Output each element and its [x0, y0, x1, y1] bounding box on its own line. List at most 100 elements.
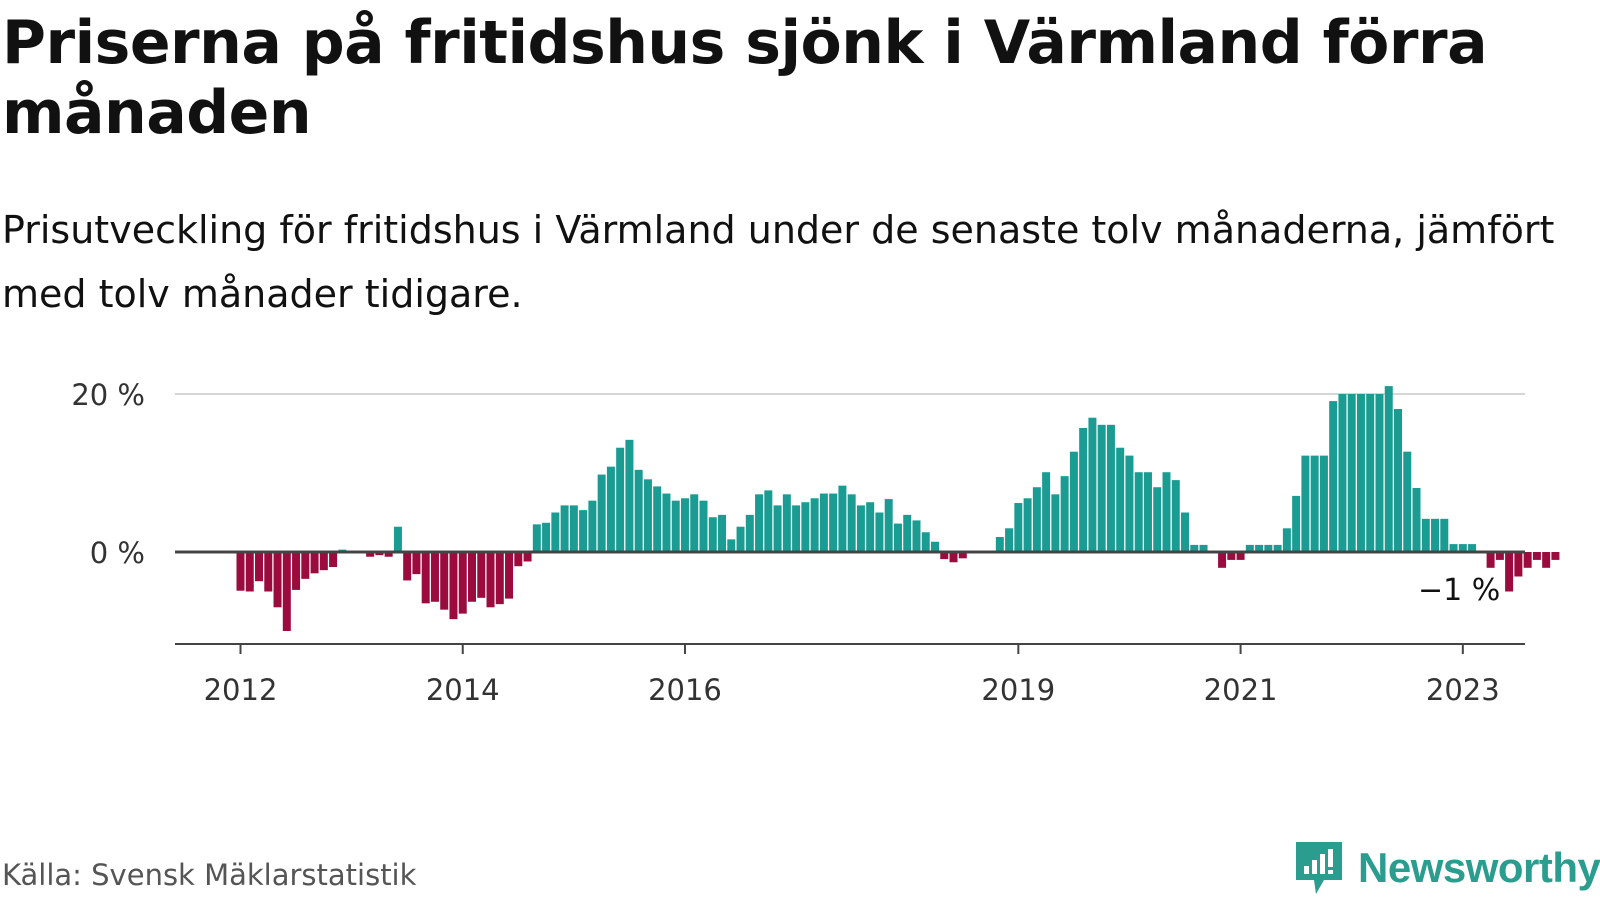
bar[interactable]: 2015-01: 5.9 % [569, 505, 578, 552]
bar[interactable]: 2015-02: 5.3 % [579, 510, 588, 552]
bar[interactable]: 2014-09: 3.5 % [532, 524, 541, 552]
bar[interactable]: 2019-08: 15.7 % [1079, 427, 1088, 552]
bar[interactable]: 2021-11: 19.1 % [1329, 401, 1338, 552]
bar[interactable]: 2021-04: 0.9 % [1264, 544, 1273, 552]
bar[interactable]: 2022-07: 12.7 % [1403, 451, 1412, 552]
bar[interactable]: 2014-05: -6.6 % [495, 552, 504, 605]
bar[interactable]: 2019-09: 17 % [1088, 417, 1097, 552]
bar[interactable]: 2014-10: 3.7 % [542, 522, 551, 552]
bar[interactable]: 2016-01: 6.8 % [680, 498, 689, 552]
bar[interactable]: 2016-07: 3.2 % [736, 526, 745, 552]
bar[interactable]: 2017-04: 7.4 % [819, 493, 828, 552]
bar[interactable]: 2022-08: 8.1 % [1412, 488, 1421, 552]
bar[interactable]: 2016-10: 7.8 % [764, 490, 773, 552]
bar[interactable]: 2014-12: 5.9 % [560, 505, 569, 552]
bar[interactable]: 2019-02: 6.8 % [1023, 498, 1032, 552]
bar[interactable]: 2019-12: 13.2 % [1116, 447, 1125, 552]
bar[interactable]: 2021-10: 12.2 % [1319, 455, 1328, 552]
bar[interactable]: 2013-08: -2.8 % [412, 552, 421, 575]
bar[interactable]: 2012-08: -3.4 % [301, 552, 310, 579]
bar[interactable]: 2012-10: -2.3 % [319, 552, 328, 571]
bar[interactable]: 2023-07: -3.1 % [1514, 552, 1523, 577]
bar[interactable]: 2021-01: -1 % [1236, 552, 1245, 560]
bar[interactable]: 2023-06: -5 % [1505, 552, 1514, 592]
bar[interactable]: 2015-11: 7.4 % [662, 493, 671, 552]
bar[interactable]: 2020-04: 8.2 % [1153, 487, 1162, 552]
bar[interactable]: 2018-03: 2.5 % [921, 532, 930, 552]
bar[interactable]: 2012-01: -4.9 % [236, 552, 245, 591]
bar[interactable]: 2021-12: 20 % [1338, 394, 1347, 552]
bar[interactable]: 2016-02: 7.3 % [690, 494, 699, 552]
bar[interactable]: 2012-09: -2.7 % [310, 552, 319, 574]
bar[interactable]: 2018-11: 1.9 % [995, 536, 1004, 552]
bar[interactable]: 2017-09: 6.3 % [866, 502, 875, 552]
bar[interactable]: 2020-12: -1 % [1227, 552, 1236, 560]
bar[interactable]: 2014-08: -1.2 % [523, 552, 532, 562]
bar[interactable]: 2023-01: 1 % [1458, 544, 1467, 552]
bar[interactable]: 2023-04: -2 % [1486, 552, 1495, 568]
bar[interactable]: 2015-04: 9.8 % [597, 474, 606, 552]
bar[interactable]: 2016-09: 7.3 % [755, 494, 764, 552]
bar[interactable]: 2020-11: -2 % [1218, 552, 1227, 568]
bar[interactable]: 2016-12: 7.3 % [782, 494, 791, 552]
bar[interactable]: 2021-07: 7.1 % [1292, 495, 1301, 552]
bar[interactable]: 2013-12: -8.5 % [449, 552, 458, 620]
bar[interactable]: 2022-10: 4.2 % [1431, 518, 1440, 552]
bar[interactable]: 2016-04: 4.4 % [708, 517, 717, 552]
bar[interactable]: 2012-07: -4.8 % [292, 552, 301, 590]
bar[interactable]: 2019-01: 6.2 % [1014, 503, 1023, 552]
bar[interactable]: 2021-08: 12.2 % [1301, 455, 1310, 552]
bar[interactable]: 2022-11: 4.2 % [1440, 518, 1449, 552]
bar[interactable]: 2014-02: -6.3 % [468, 552, 476, 602]
bar[interactable]: 2015-07: 14.2 % [625, 439, 634, 552]
bar[interactable]: 2023-02: 1 % [1468, 544, 1477, 552]
bar[interactable]: 2014-07: -1.8 % [514, 552, 523, 567]
bar[interactable]: 2016-03: 6.5 % [699, 500, 708, 552]
bar[interactable]: 2019-11: 16.1 % [1106, 424, 1115, 552]
bar[interactable]: 2020-01: 12.2 % [1125, 455, 1134, 552]
bar[interactable]: 2014-03: -5.8 % [477, 552, 486, 598]
bar[interactable]: 2015-03: 6.5 % [588, 500, 597, 552]
bar[interactable]: 2012-11: -1.9 % [329, 552, 338, 568]
bar[interactable]: 2023-08: -2 % [1523, 552, 1532, 568]
bar[interactable]: 2022-02: 20 % [1356, 394, 1365, 552]
bar[interactable]: 2012-06: -10 % [282, 552, 291, 631]
bar[interactable]: 2017-05: 7.4 % [829, 493, 838, 552]
bar[interactable]: 2021-05: 0.9 % [1273, 544, 1282, 552]
bar[interactable]: 2022-05: 21 % [1384, 386, 1393, 552]
bar[interactable]: 2021-03: 0.9 % [1255, 544, 1264, 552]
bar[interactable]: 2019-07: 12.7 % [1069, 451, 1078, 552]
bar[interactable]: 2014-01: -7.8 % [458, 552, 467, 614]
bar[interactable]: 2022-09: 4.2 % [1421, 518, 1430, 552]
bar[interactable]: 2016-05: 4.7 % [718, 514, 727, 552]
bar[interactable]: 2013-09: -6.5 % [421, 552, 430, 604]
bar[interactable]: 2023-11: -1 % [1551, 552, 1560, 560]
bar[interactable]: 2015-10: 8.3 % [653, 486, 662, 552]
bar[interactable]: 2015-05: 10.8 % [606, 466, 615, 552]
bar[interactable]: 2013-03: -0.6 % [366, 552, 375, 557]
bar[interactable]: 2022-01: 20 % [1347, 394, 1356, 552]
bar[interactable]: 2022-04: 20 % [1375, 394, 1384, 552]
bar[interactable]: 2018-04: 1.3 % [931, 541, 939, 552]
bar[interactable]: 2016-11: 5.9 % [773, 505, 782, 552]
bar[interactable]: 2017-02: 6.3 % [801, 502, 810, 552]
bar[interactable]: 2020-07: 5 % [1181, 512, 1190, 553]
bar[interactable]: 2021-02: 0.9 % [1245, 544, 1254, 552]
bar[interactable]: 2020-02: 10.1 % [1134, 472, 1143, 552]
bar[interactable]: 2019-06: 9.6 % [1060, 476, 1069, 552]
bar[interactable]: 2022-12: 1 % [1449, 544, 1458, 552]
bar[interactable]: 2015-08: 10.4 % [634, 469, 643, 552]
bar[interactable]: 2013-04: -0.4 % [375, 552, 384, 556]
bar[interactable]: 2014-04: -7 % [486, 552, 495, 608]
bar[interactable]: 2018-12: 3 % [1005, 528, 1014, 552]
bar[interactable]: 2017-01: 5.9 % [792, 505, 801, 552]
brand-logo[interactable]: Newsworthy [1292, 840, 1600, 896]
bar[interactable]: 2012-02: -5 % [245, 552, 254, 592]
bar[interactable]: 2015-06: 13.2 % [616, 447, 625, 552]
bar[interactable]: 2013-06: 3.2 % [393, 526, 402, 552]
bar[interactable]: 2018-07: -0.8 % [958, 552, 967, 559]
bar[interactable]: 2014-11: 5 % [551, 512, 560, 553]
bar[interactable]: 2019-03: 8.2 % [1032, 487, 1041, 552]
bar[interactable]: 2021-09: 12.2 % [1310, 455, 1319, 552]
bar[interactable]: 2020-09: 0.9 % [1199, 544, 1208, 552]
